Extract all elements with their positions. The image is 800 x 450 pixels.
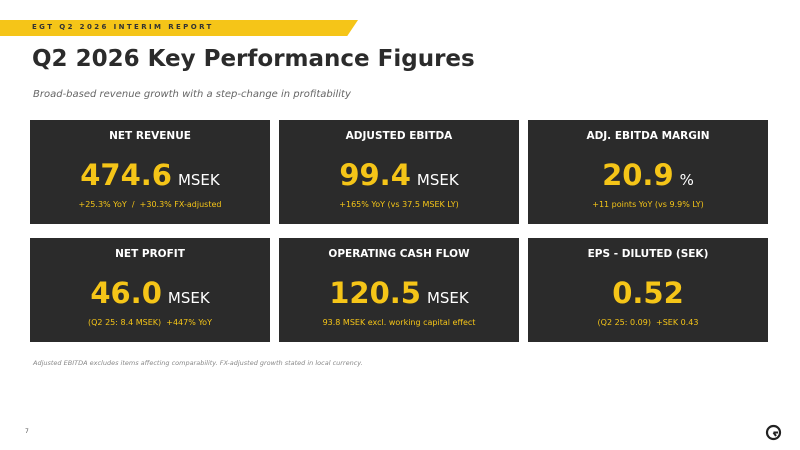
kpi-note: +165% YoY (vs 37.5 MSEK LY) xyxy=(339,200,459,209)
kpi-value-row: 474.6 MSEK xyxy=(30,158,270,192)
kpi-value: 0.52 xyxy=(612,276,684,310)
kpi-card: OPERATING CASH FLOW 120.5 MSEK 93.8 MSEK ex… xyxy=(279,238,519,342)
kpi-card: ADJUSTED EBITDA 99.4 MSEK +165% YoY (vs 37.… xyxy=(279,120,519,224)
kpi-note: +25.3% YoY / +30.3% FX-adjusted xyxy=(78,200,222,209)
page-number: 7 xyxy=(25,428,29,435)
banner: EGT Q2 2026 INTERIM REPORT xyxy=(0,20,358,36)
kpi-value: 20.9 xyxy=(602,158,674,192)
kpi-unit: MSEK xyxy=(416,171,459,189)
kpi-card: NET PROFIT 46.0 MSEK (Q2 25: 8.4 MSEK) +447… xyxy=(30,238,270,342)
kpi-card: NET REVENUE 474.6 MSEK +25.3% YoY / +30.3% … xyxy=(30,120,270,224)
kpi-value: 99.4 xyxy=(339,158,411,192)
kpi-label: NET PROFIT xyxy=(115,248,185,260)
kpi-label: EPS - DILUTED (SEK) xyxy=(587,248,709,260)
kpi-unit: % xyxy=(679,171,694,189)
kpi-value: 46.0 xyxy=(90,276,162,310)
kpi-value-row: 20.9% xyxy=(528,158,768,192)
subtitle: Broad-based revenue growth with a step-c… xyxy=(33,89,351,100)
kpi-unit: MSEK xyxy=(167,289,210,307)
kpi-unit: MSEK xyxy=(177,171,220,189)
kpi-unit: MSEK xyxy=(426,289,469,307)
kpi-label: OPERATING CASH FLOW xyxy=(328,248,470,260)
kpi-note: +11 points YoY (vs 9.9% LY) xyxy=(592,200,704,209)
kpi-value-row: 46.0 MSEK xyxy=(30,276,270,310)
kpi-value-row: 99.4 MSEK xyxy=(279,158,519,192)
kpi-value: 474.6 xyxy=(80,158,172,192)
banner-text: EGT Q2 2026 INTERIM REPORT xyxy=(32,23,214,31)
kpi-note: (Q2 25: 0.09) +SEK 0.43 xyxy=(597,318,699,327)
kpi-value-row: 120.5 MSEK xyxy=(279,276,519,310)
title: Q2 2026 Key Performance Figures xyxy=(32,46,475,72)
kpi-value-row: 0.52 xyxy=(528,276,768,310)
kpi-card: ADJ. EBITDA MARGIN 20.9% +11 points YoY (v… xyxy=(528,120,768,224)
footnote: Adjusted EBITDA excludes items affecting… xyxy=(33,359,363,367)
kpi-note: (Q2 25: 8.4 MSEK) +447% YoY xyxy=(88,318,212,327)
kpi-label: ADJ. EBITDA MARGIN xyxy=(586,130,710,142)
kpi-label: ADJUSTED EBITDA xyxy=(345,130,453,142)
kpi-value: 120.5 xyxy=(329,276,421,310)
kpi-note: 93.8 MSEK excl. working capital effect xyxy=(322,318,476,327)
kpi-label: NET REVENUE xyxy=(109,130,191,142)
kpi-card: EPS - DILUTED (SEK) 0.52 (Q2 25: 0.09) +SE… xyxy=(528,238,768,342)
logo xyxy=(765,424,782,441)
